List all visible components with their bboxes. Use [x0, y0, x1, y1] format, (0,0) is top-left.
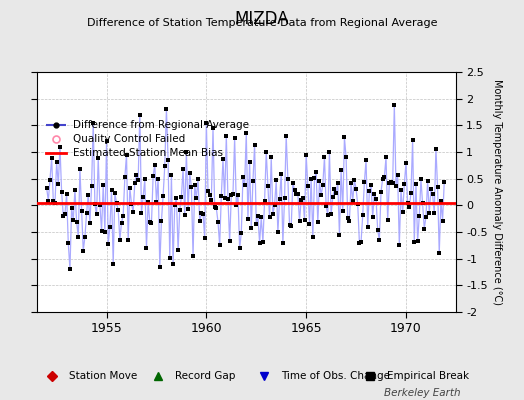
Y-axis label: Monthly Temperature Anomaly Difference (°C): Monthly Temperature Anomaly Difference (…	[492, 79, 502, 305]
Text: MIZDA: MIZDA	[235, 10, 289, 28]
Text: Quality Control Failed: Quality Control Failed	[73, 134, 185, 144]
Text: Estimated Station Mean Bias: Estimated Station Mean Bias	[73, 148, 223, 158]
Text: Empirical Break: Empirical Break	[387, 371, 469, 381]
Text: Difference from Regional Average: Difference from Regional Average	[73, 120, 249, 130]
Text: Record Gap: Record Gap	[174, 371, 235, 381]
Text: Time of Obs. Change: Time of Obs. Change	[281, 371, 390, 381]
Text: Difference of Station Temperature Data from Regional Average: Difference of Station Temperature Data f…	[87, 18, 437, 28]
Text: Station Move: Station Move	[69, 371, 137, 381]
Text: Berkeley Earth: Berkeley Earth	[385, 388, 461, 398]
